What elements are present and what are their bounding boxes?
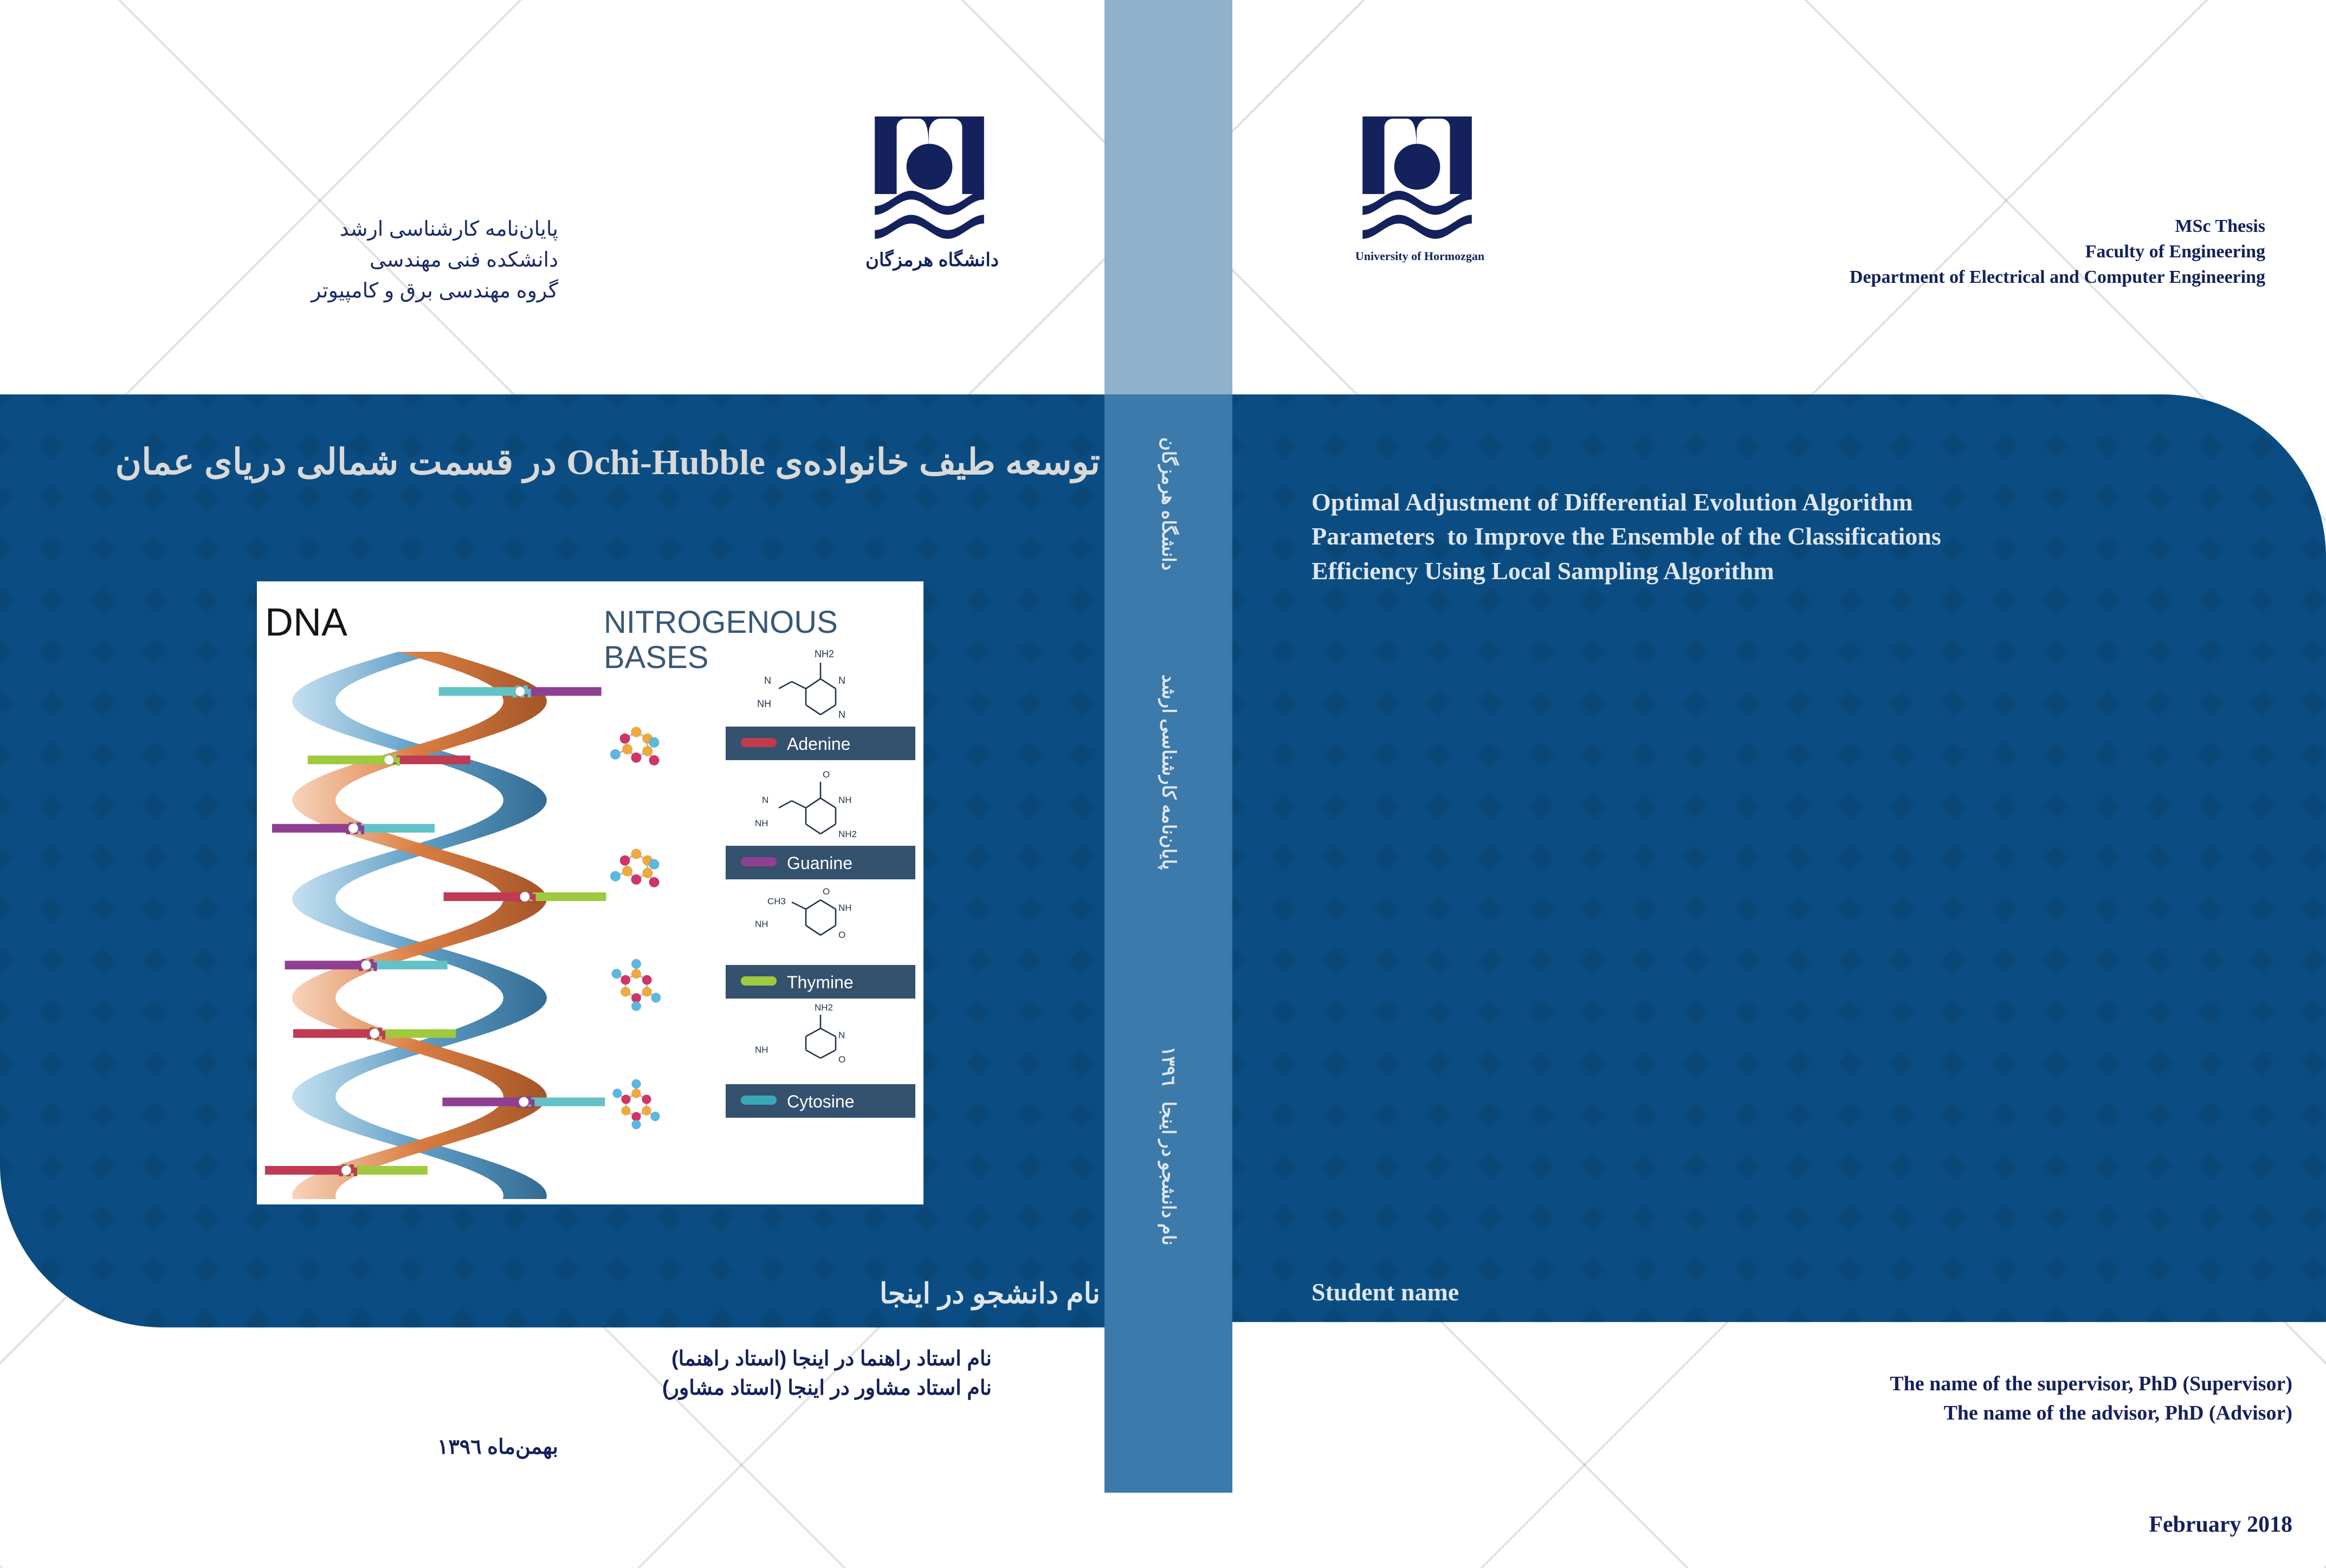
svg-text:CH3: CH3: [767, 896, 786, 906]
svg-text:N: N: [838, 675, 845, 686]
svg-text:NH: NH: [757, 698, 771, 709]
svg-text:O: O: [823, 886, 830, 897]
svg-text:DNA: DNA: [265, 601, 347, 644]
svg-text:NH: NH: [755, 818, 768, 828]
svg-text:O: O: [838, 930, 845, 940]
svg-text:NH2: NH2: [815, 649, 834, 659]
svg-text:O: O: [823, 769, 830, 780]
svg-text:O: O: [838, 1054, 845, 1065]
svg-text:NH: NH: [755, 1045, 768, 1055]
svg-text:NH: NH: [755, 919, 768, 929]
svg-text:Thymine: Thymine: [787, 973, 854, 992]
svg-text:N: N: [762, 795, 768, 805]
svg-text:Guanine: Guanine: [787, 853, 852, 873]
svg-text:NH2: NH2: [815, 1002, 833, 1013]
svg-text:N: N: [764, 675, 771, 686]
svg-text:BASES: BASES: [604, 640, 708, 675]
svg-text:Cytosine: Cytosine: [787, 1092, 855, 1111]
svg-text:NITROGENOUS: NITROGENOUS: [604, 605, 838, 640]
svg-text:Adenine: Adenine: [787, 734, 850, 754]
svg-text:N: N: [838, 709, 845, 720]
svg-text:N: N: [838, 1030, 845, 1040]
svg-text:NH: NH: [838, 903, 852, 913]
svg-text:NH2: NH2: [838, 829, 857, 839]
svg-text:NH: NH: [838, 795, 852, 805]
